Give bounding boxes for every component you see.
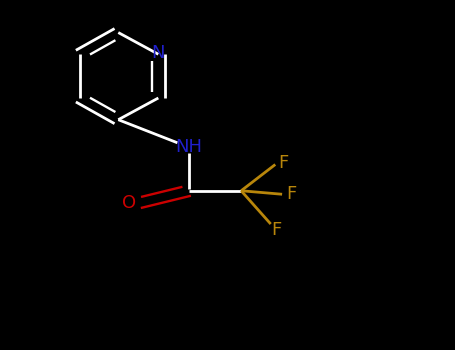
Text: O: O (121, 194, 136, 212)
Text: F: F (286, 185, 296, 203)
Text: F: F (278, 154, 288, 172)
Text: N: N (152, 43, 165, 62)
Text: NH: NH (175, 138, 202, 156)
Text: F: F (271, 221, 281, 239)
